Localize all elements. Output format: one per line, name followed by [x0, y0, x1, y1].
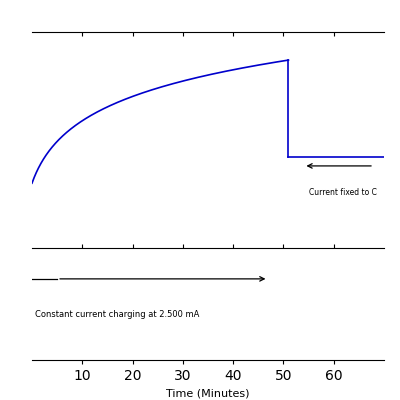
- Text: Current fixed to C: Current fixed to C: [308, 188, 376, 196]
- X-axis label: Time (Minutes): Time (Minutes): [166, 388, 250, 398]
- Text: Constant current charging at 2.500 mA: Constant current charging at 2.500 mA: [34, 310, 199, 319]
